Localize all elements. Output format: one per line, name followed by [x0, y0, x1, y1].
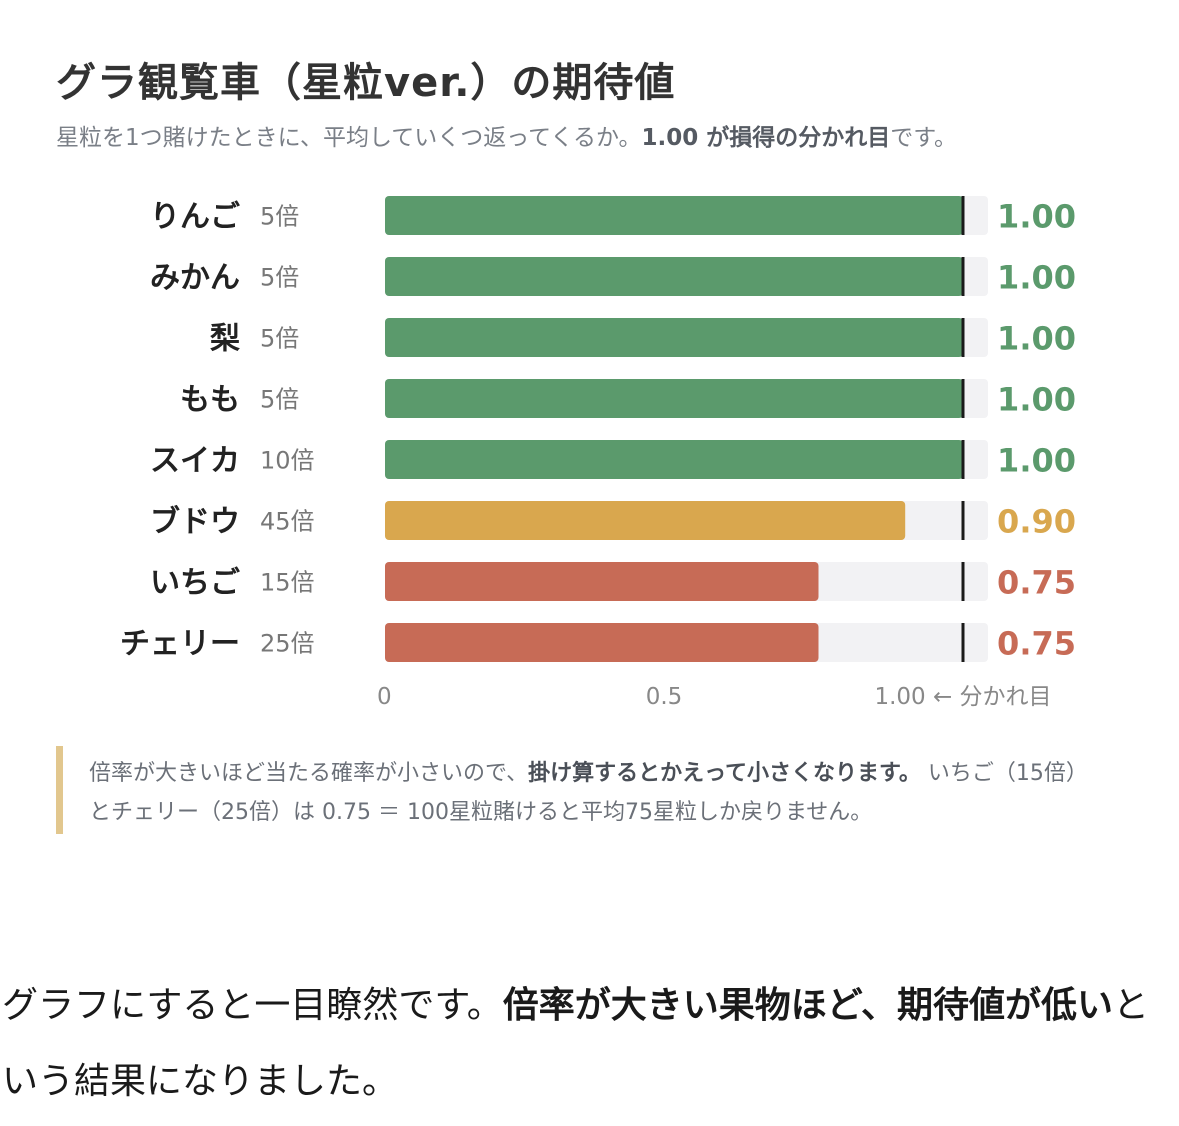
- tick-label: 1.00 ← 分かれ目: [874, 684, 1051, 710]
- bar: [385, 440, 963, 479]
- subtitle-emphasis: 1.00 が損得の分かれ目: [641, 125, 891, 151]
- category-label: もも: [180, 383, 240, 418]
- tick-label: 0: [377, 684, 392, 710]
- multiplier-label: 15倍: [260, 569, 315, 597]
- category-label: ブドウ: [150, 505, 240, 540]
- category-label: いちご: [150, 566, 240, 601]
- data-label: 1.00: [997, 442, 1076, 480]
- tick-label: 0.5: [646, 684, 683, 710]
- multiplier-label: 5倍: [260, 264, 299, 292]
- body-paragraph: グラフにすると一目瞭然です。倍率が大きい果物ほど、期待値が低いという結果になりま…: [2, 968, 1177, 1120]
- data-label: 1.00: [997, 381, 1076, 419]
- chart-title: グラ観覧車（星粒ver.）の期待値: [56, 60, 676, 106]
- bar: [385, 257, 963, 296]
- note-text-part: 倍率が大きいほど当たる確率が小さいので、: [89, 761, 529, 786]
- explanation-note: 倍率が大きいほど当たる確率が小さいので、掛け算するとかえって小さくなります。 い…: [56, 746, 1103, 834]
- multiplier-label: 5倍: [260, 386, 299, 414]
- note-text: 倍率が大きいほど当たる確率が小さいので、掛け算するとかえって小さくなります。 い…: [89, 754, 1099, 832]
- multiplier-label: 10倍: [260, 447, 315, 475]
- bar: [385, 562, 819, 601]
- data-label: 1.00: [997, 320, 1076, 358]
- bar: [385, 501, 906, 540]
- data-label: 0.75: [997, 625, 1076, 663]
- multiplier-label: 5倍: [260, 203, 299, 231]
- data-label: 1.00: [997, 259, 1076, 297]
- note-emphasis: 掛け算するとかえって小さくなります。: [528, 761, 921, 786]
- bar: [385, 379, 963, 418]
- note-text-suffix: いちご（15倍）とチェリー（25倍）は 0.75 ＝ 100星粒賭けると平均75…: [89, 761, 1088, 825]
- multiplier-label: 45倍: [260, 508, 315, 536]
- data-label: 1.00: [997, 198, 1076, 236]
- category-label: 梨: [210, 322, 240, 357]
- category-label: チェリー: [120, 627, 240, 662]
- category-label: みかん: [150, 261, 240, 296]
- data-label: 0.75: [997, 564, 1076, 602]
- chart-subtitle: 星粒を1つ賭けたときに、平均していくつ返ってくるか。1.00 が損得の分かれ目で…: [56, 118, 957, 152]
- bar: [385, 318, 963, 357]
- category-label: スイカ: [150, 444, 240, 479]
- multiplier-label: 25倍: [260, 630, 315, 658]
- multiplier-label: 5倍: [260, 325, 299, 353]
- expected-value-bar-chart: りんご 5倍 1.00 みかん 5倍 1.00 梨 5倍 1.00 もも 5倍 1.00 スイカ 10倍 1…: [120, 196, 1076, 710]
- subtitle-text: 星粒を1つ賭けたときに、平均していくつ返ってくるか。: [56, 125, 642, 151]
- bar: [385, 196, 963, 235]
- subtitle-suffix: です。: [890, 125, 957, 151]
- data-label: 0.90: [997, 503, 1076, 541]
- body-text-suffix: という結果になりました。: [2, 985, 1149, 1102]
- category-label: りんご: [150, 200, 240, 235]
- body-text-part: グラフにすると一目瞭然です。: [2, 985, 503, 1026]
- bar: [385, 623, 819, 662]
- body-emphasis: 倍率が大きい果物ほど、期待値が低い: [502, 985, 1113, 1026]
